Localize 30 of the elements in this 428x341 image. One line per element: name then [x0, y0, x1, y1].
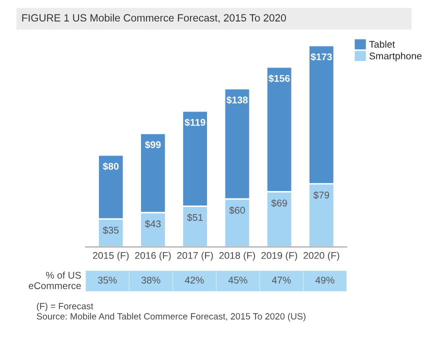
data-label: $119 — [184, 118, 206, 126]
text: 42% — [184, 276, 204, 284]
x-tick-label: 2019 (F) — [261, 252, 298, 261]
data-label: $173 — [310, 52, 332, 61]
chart-title: FIGURE 1 US Mobile Commerce Forecast, 2015 To 2020 — [22, 14, 286, 23]
x-tick-label: 2015 (F) — [92, 252, 129, 261]
text: 45% — [228, 276, 248, 284]
x-tick-label: 2018 (F) — [219, 252, 255, 261]
data-label: $79 — [313, 191, 330, 200]
data-label: $99 — [144, 140, 161, 149]
text: 49% — [315, 276, 334, 284]
data-label: $60 — [229, 206, 245, 214]
data-label: $156 — [268, 74, 290, 82]
text: 35% — [98, 276, 117, 284]
text: % of US eCommerce — [28, 272, 81, 290]
source-note: Source: Mobile And Tablet Commerce Forecast, 2015 To 2020 (US) — [36, 312, 306, 322]
data-label: $138 — [226, 96, 248, 104]
text: (F) = Forecast — [36, 302, 94, 312]
x-tick-label: 2017 (F) — [177, 252, 213, 261]
data-label: $51 — [187, 214, 203, 222]
x-tick-label: 2020 (F) — [304, 252, 340, 261]
legend-label: Smartphone — [369, 52, 422, 62]
data-label: $69 — [271, 199, 287, 208]
text: 47% — [272, 276, 291, 284]
data-label: $35 — [102, 226, 119, 234]
legend-label: Tablet — [369, 40, 395, 48]
x-tick-label: 2016 (F) — [135, 252, 171, 261]
text: 38% — [142, 276, 160, 284]
data-label: $43 — [144, 220, 161, 228]
data-label: $80 — [102, 162, 119, 170]
